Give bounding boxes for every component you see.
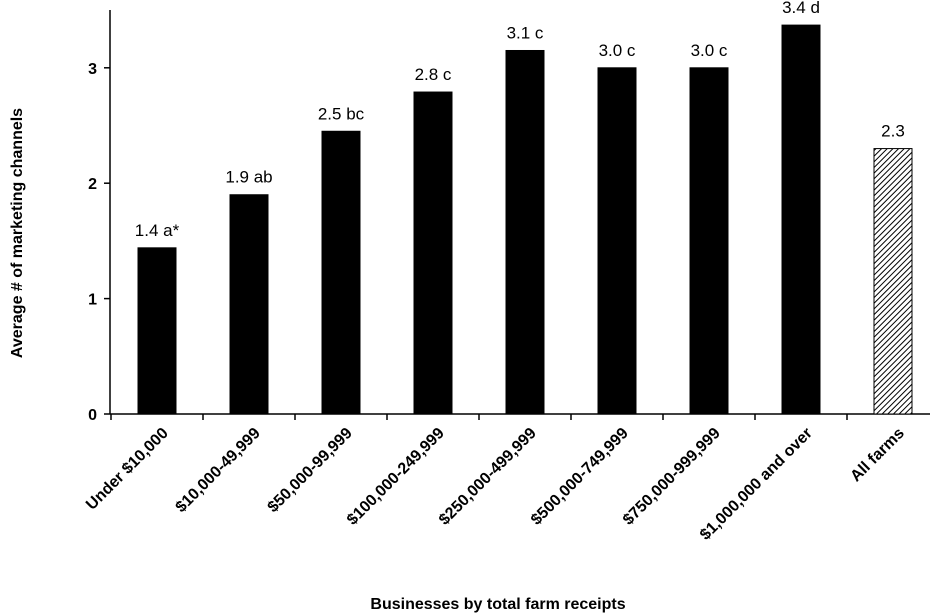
bar [413, 91, 453, 415]
y-ticks: 0 1 2 3 [88, 61, 110, 424]
y-tick-label: 2 [88, 176, 97, 193]
bar [321, 130, 361, 415]
bar [137, 247, 177, 415]
data-label: 3.0 c [691, 41, 728, 60]
category-label: $500,000-749,999 [528, 425, 632, 529]
data-label: 1.4 a* [135, 221, 180, 240]
x-axis-title: Businesses by total farm receipts [370, 596, 625, 613]
y-tick-label: 1 [88, 292, 97, 309]
data-label: 2.8 c [415, 65, 452, 84]
category-labels: Under $10,000 $10,000-49,999 $50,000-99,99… [83, 425, 908, 544]
bar [229, 194, 269, 415]
category-label: Under $10,000 [83, 425, 172, 514]
bars [137, 24, 913, 415]
bar [873, 148, 913, 415]
y-tick-label: 0 [88, 407, 97, 424]
data-labels: 1.4 a* 1.9 ab 2.5 bc 2.8 c 3.1 c 3.0 c 3.0 c 3.… [135, 0, 905, 240]
bar [597, 67, 637, 415]
y-axis-title: Average # of marketing channels [9, 108, 26, 358]
category-label: $750,000-999,999 [620, 425, 724, 529]
y-tick-label: 3 [88, 61, 97, 78]
data-label: 3.0 c [599, 41, 636, 60]
data-label: 2.3 [881, 122, 905, 141]
category-label: All farms [847, 425, 908, 486]
category-label: $50,000-99,999 [265, 425, 356, 516]
category-label: $250,000-499,999 [436, 425, 540, 529]
data-label: 3.1 c [507, 23, 544, 42]
bar [689, 67, 729, 415]
bar [781, 24, 821, 415]
bar [505, 49, 545, 415]
category-label: $10,000-49,999 [173, 425, 264, 516]
data-label: 1.9 ab [225, 168, 272, 187]
data-label: 3.4 d [782, 0, 820, 17]
category-label: $100,000-249,999 [344, 425, 448, 529]
data-label: 2.5 bc [318, 104, 365, 123]
